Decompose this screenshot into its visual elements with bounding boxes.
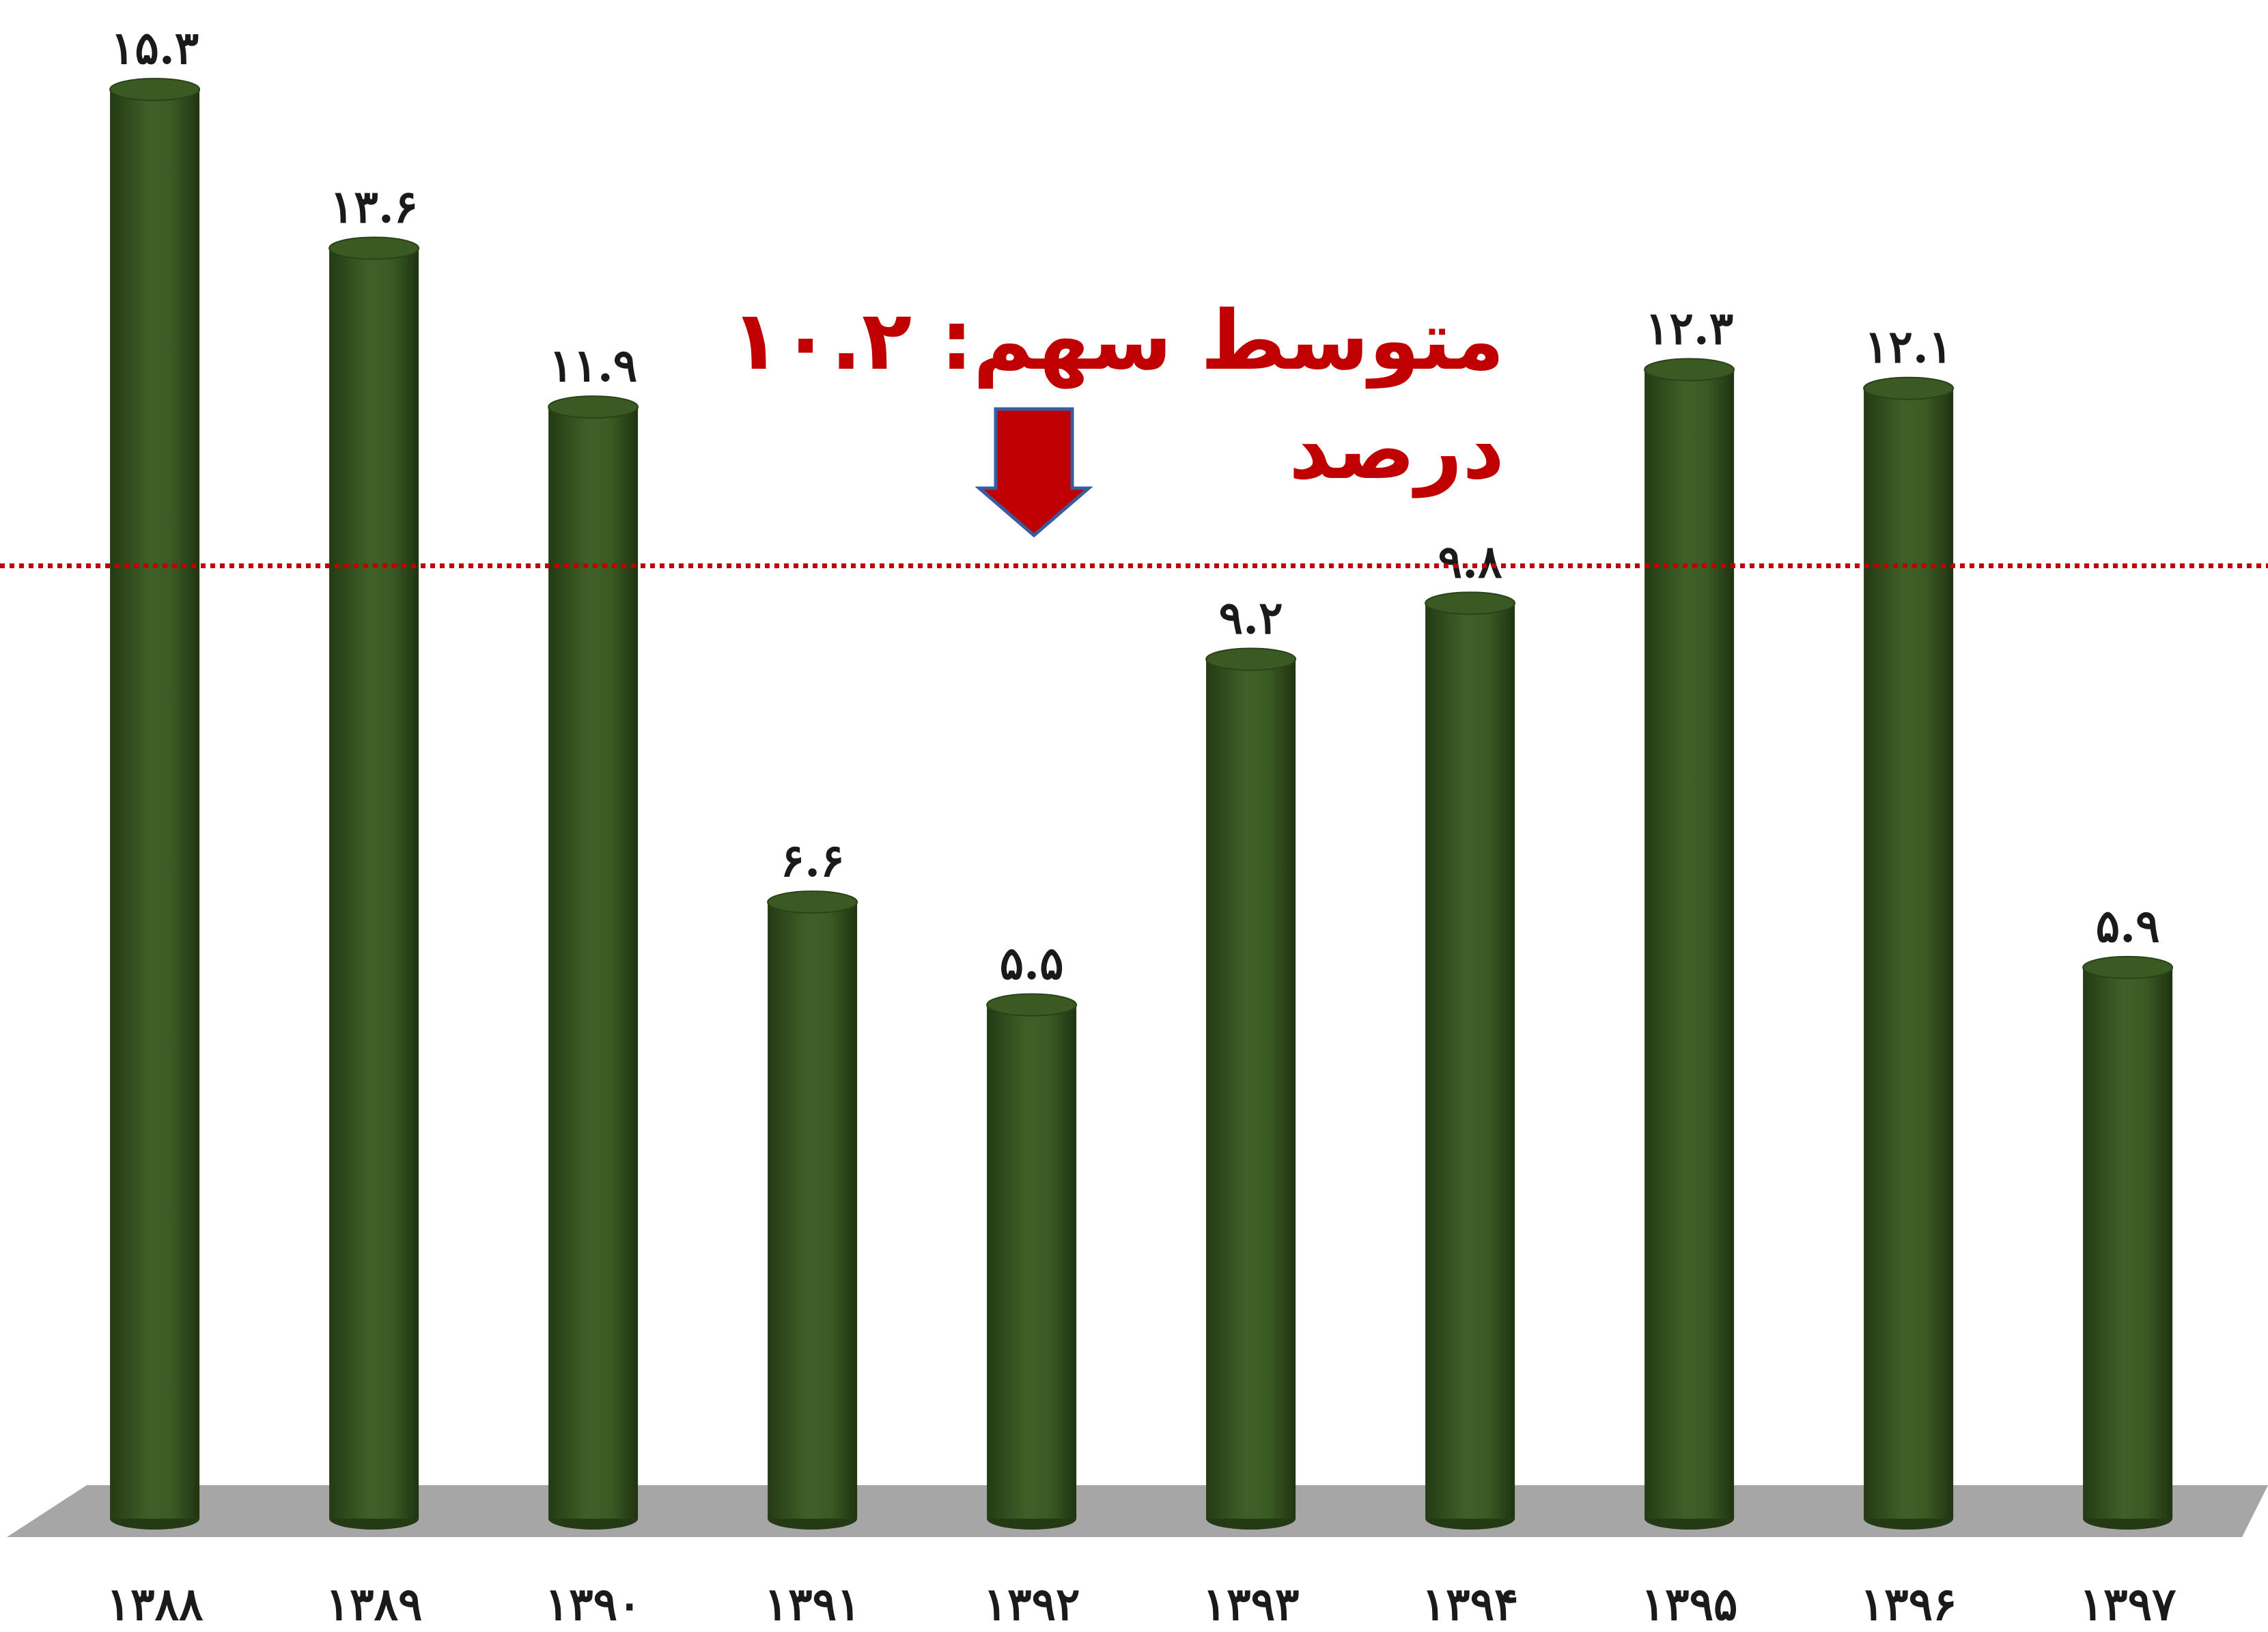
x-tick-label: ۱۳۹۷	[2080, 1577, 2176, 1631]
value-label: ۶.۶	[781, 834, 845, 887]
bar-body	[1644, 369, 1735, 1519]
bar-body	[1425, 603, 1515, 1519]
value-label: ۱۵.۳	[111, 21, 199, 74]
arrow	[975, 407, 1093, 538]
bar-top	[1863, 376, 1955, 400]
bar-body	[1206, 659, 1296, 1519]
x-tick-label: ۱۳۸۸	[107, 1577, 204, 1631]
x-tick-label: ۱۳۹۵	[1641, 1577, 1738, 1631]
annotation-line: درصد	[1289, 403, 1504, 498]
bar	[2082, 955, 2174, 1530]
bar-top	[986, 993, 1078, 1017]
value-label: ۹.۸	[1438, 535, 1502, 588]
bar	[986, 993, 1078, 1530]
bar-top	[109, 77, 201, 101]
bar	[109, 77, 201, 1530]
value-label: ۱۲.۳	[1645, 301, 1733, 354]
x-tick-label: ۱۳۹۱	[764, 1577, 861, 1631]
bar	[548, 395, 639, 1530]
bar-body	[987, 1004, 1077, 1519]
bar	[1644, 358, 1735, 1530]
value-label: ۵.۹	[2096, 899, 2160, 953]
bar-top	[328, 236, 420, 260]
bar-body	[1864, 388, 1954, 1519]
bar	[1863, 376, 1955, 1530]
bar-body	[548, 407, 639, 1519]
bar-top	[2082, 955, 2174, 979]
bar	[1425, 591, 1516, 1530]
value-label: ۱۲.۱	[1864, 320, 1952, 374]
bar-top	[1644, 358, 1735, 382]
value-label: ۱۳.۶	[330, 180, 418, 234]
bar-body	[110, 89, 200, 1519]
bar-body	[329, 248, 419, 1519]
x-tick-label: ۱۳۸۹	[326, 1577, 423, 1631]
bar-body	[2083, 967, 2173, 1519]
bar-top	[1425, 591, 1516, 615]
bar-top	[767, 890, 858, 914]
bar	[1205, 647, 1297, 1530]
bar-top	[548, 395, 639, 419]
bar-body	[768, 902, 858, 1519]
bar-top	[1205, 647, 1297, 671]
x-tick-label: ۱۳۹۳	[1203, 1577, 1300, 1631]
x-tick-label: ۱۳۹۴	[1422, 1577, 1519, 1631]
value-label: ۹.۲	[1219, 591, 1283, 644]
value-label: ۵.۵	[1000, 937, 1064, 990]
bar	[328, 236, 420, 1530]
value-label: ۱۱.۹	[549, 339, 637, 392]
x-tick-label: ۱۳۹۶	[1860, 1577, 1957, 1631]
annotation-line: متوسط سهم: ۱۰.۲	[731, 294, 1504, 389]
bars	[109, 77, 2174, 1530]
x-tick-label: ۱۳۹۰	[545, 1577, 642, 1631]
x-tick-label: ۱۳۹۲	[983, 1577, 1080, 1631]
bar	[767, 890, 858, 1530]
